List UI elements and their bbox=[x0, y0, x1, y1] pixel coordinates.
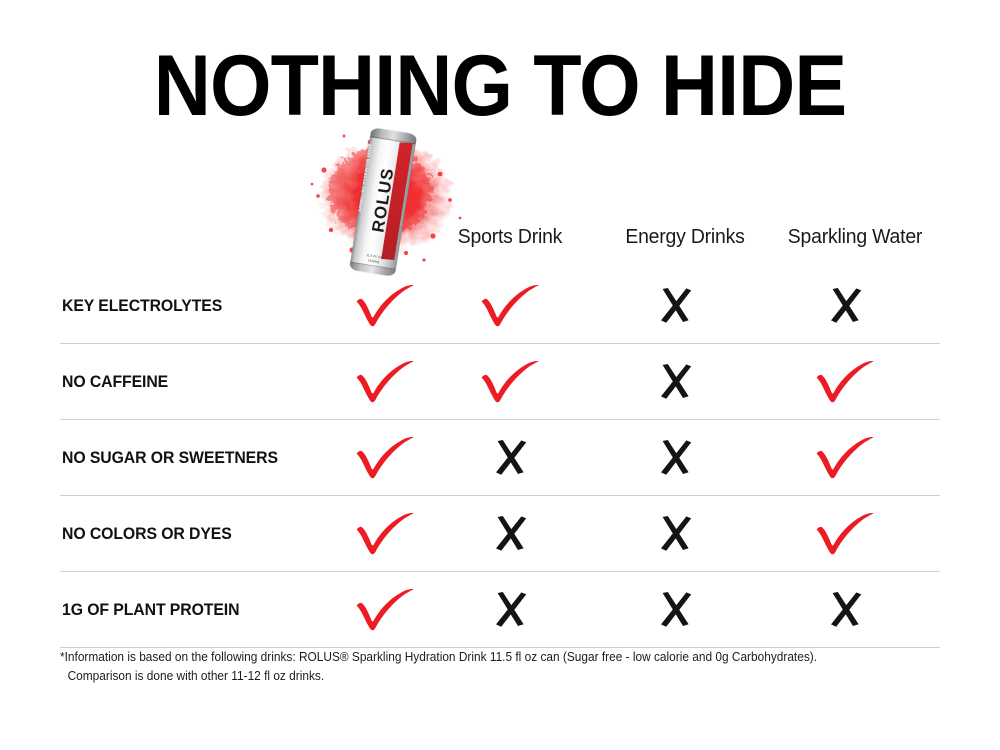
cell-check bbox=[808, 432, 882, 484]
cell-cross bbox=[638, 432, 712, 484]
table-header-row: Sports Drink Energy Drinks Sparkling Wat… bbox=[60, 210, 940, 268]
cross-mark-icon bbox=[661, 439, 692, 475]
cross-mark-icon bbox=[661, 363, 692, 399]
check-mark-icon bbox=[356, 436, 414, 478]
cell-cross bbox=[473, 508, 547, 560]
cross-mark-icon bbox=[496, 591, 527, 627]
cross-mark-icon bbox=[496, 515, 527, 551]
row-label: NO SUGAR OR SWEETNERS bbox=[62, 447, 278, 467]
check-mark-icon bbox=[356, 588, 414, 630]
check-mark-icon bbox=[356, 284, 414, 326]
cell-check bbox=[473, 280, 547, 332]
can-stripe-text: SPARKLING HYDRATION DRINK bbox=[356, 142, 373, 212]
cell-check bbox=[348, 584, 422, 636]
cell-cross bbox=[638, 508, 712, 560]
row-label: KEY ELECTROLYTES bbox=[62, 295, 223, 315]
cell-cross bbox=[808, 280, 882, 332]
cell-check bbox=[808, 508, 882, 560]
cell-check bbox=[348, 432, 422, 484]
cell-cross bbox=[808, 584, 882, 636]
cross-mark-icon bbox=[831, 591, 862, 627]
cell-check bbox=[348, 356, 422, 408]
cell-cross bbox=[473, 432, 547, 484]
footnote-line-1: *Information is based on the following d… bbox=[60, 650, 818, 664]
page-title: NOTHING TO HIDE bbox=[153, 38, 847, 134]
cell-check bbox=[808, 356, 882, 408]
brand-product-image: ROLUS SPARKLING HYDRATION DRINK 11.5 FL … bbox=[300, 126, 472, 278]
column-header-sparkling-water: Sparkling Water bbox=[787, 226, 923, 248]
cross-mark-icon bbox=[831, 287, 862, 323]
table-row: KEY ELECTROLYTES bbox=[60, 268, 940, 344]
column-header-energy-drinks: Energy Drinks bbox=[625, 226, 745, 248]
cell-check bbox=[473, 356, 547, 408]
check-mark-icon bbox=[816, 512, 874, 554]
column-header-sports-drink: Sports Drink bbox=[457, 226, 563, 248]
cross-mark-icon bbox=[661, 287, 692, 323]
check-mark-icon bbox=[816, 436, 874, 478]
row-label: NO COLORS OR DYES bbox=[62, 523, 232, 543]
cross-mark-icon bbox=[496, 439, 527, 475]
table-row: 1G OF PLANT PROTEIN bbox=[60, 572, 940, 648]
cell-check bbox=[348, 280, 422, 332]
check-mark-icon bbox=[481, 360, 539, 402]
cross-mark-icon bbox=[661, 591, 692, 627]
cross-mark-icon bbox=[661, 515, 692, 551]
footnote: *Information is based on the following d… bbox=[60, 648, 906, 686]
row-label: NO CAFFEINE bbox=[62, 371, 169, 391]
cell-cross bbox=[638, 356, 712, 408]
check-mark-icon bbox=[816, 360, 874, 402]
cell-cross bbox=[473, 584, 547, 636]
row-label: 1G OF PLANT PROTEIN bbox=[62, 599, 240, 619]
footnote-line-2: Comparison is done with other 11-12 fl o… bbox=[67, 669, 325, 683]
check-mark-icon bbox=[481, 284, 539, 326]
comparison-table: Sports Drink Energy Drinks Sparkling Wat… bbox=[60, 210, 940, 648]
cell-cross bbox=[638, 584, 712, 636]
table-body: KEY ELECTROLYTES NO CAFFEINE NO SUGAR OR S… bbox=[60, 268, 940, 648]
cell-cross bbox=[638, 280, 712, 332]
table-row: NO SUGAR OR SWEETNERS bbox=[60, 420, 940, 496]
table-row: NO COLORS OR DYES bbox=[60, 496, 940, 572]
cell-check bbox=[348, 508, 422, 560]
check-mark-icon bbox=[356, 512, 414, 554]
table-row: NO CAFFEINE bbox=[60, 344, 940, 420]
check-mark-icon bbox=[356, 360, 414, 402]
